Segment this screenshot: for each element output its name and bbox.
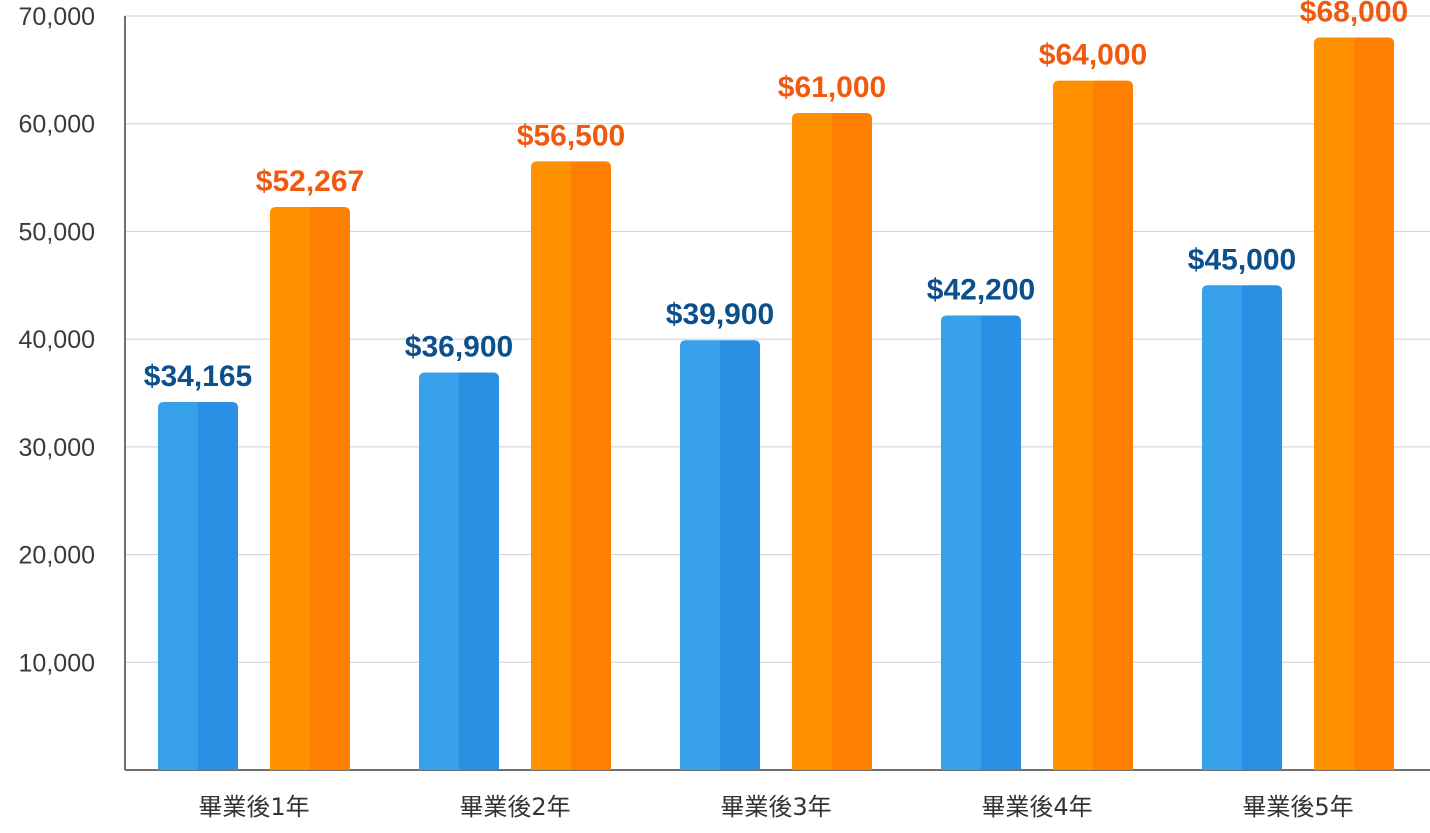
bar-left-half xyxy=(1314,37,1354,771)
y-tick-label: 60,000 xyxy=(19,111,95,139)
data-label: $52,267 xyxy=(256,165,364,198)
bar-right-half xyxy=(571,161,611,770)
bar-left-half xyxy=(531,161,571,770)
x-category-label: 畢業後2年 xyxy=(459,793,570,821)
bar xyxy=(941,315,1021,770)
bar-right-half xyxy=(720,340,760,770)
bar-left-half xyxy=(1202,285,1242,770)
bar xyxy=(158,401,238,770)
bar xyxy=(1202,285,1282,770)
bar-right-half xyxy=(459,372,499,770)
bar-left-half xyxy=(941,315,981,770)
data-label: $64,000 xyxy=(1039,39,1147,72)
x-category-label: 畢業後3年 xyxy=(720,793,831,821)
bar-right-half xyxy=(981,315,1021,770)
bar-left-half xyxy=(680,340,720,770)
bar-right-half xyxy=(310,207,350,770)
data-label: $36,900 xyxy=(405,331,513,364)
bar-right-half xyxy=(198,401,238,770)
y-tick-label: 50,000 xyxy=(19,218,95,246)
bar-left-half xyxy=(158,401,198,770)
bar-right-half xyxy=(832,112,872,770)
bar xyxy=(1314,37,1394,771)
bar-left-half xyxy=(1053,80,1093,771)
bar xyxy=(531,161,611,770)
bar-right-half xyxy=(1242,285,1282,770)
y-tick-label: 10,000 xyxy=(19,649,95,677)
x-category-label: 畢業後5年 xyxy=(1242,793,1353,821)
bar xyxy=(270,207,350,770)
bar-left-half xyxy=(792,112,832,770)
data-label: $45,000 xyxy=(1188,243,1296,276)
bar xyxy=(792,112,872,770)
bar-left-half xyxy=(270,207,310,770)
bar-left-half xyxy=(419,372,459,770)
bar-right-half xyxy=(1354,37,1394,771)
data-label: $34,165 xyxy=(144,360,252,393)
data-label: $42,200 xyxy=(927,273,1035,306)
data-label: $39,900 xyxy=(666,298,774,331)
y-tick-label: 70,000 xyxy=(19,3,95,31)
bar xyxy=(1053,80,1133,771)
bar xyxy=(680,340,760,770)
x-category-label: 畢業後4年 xyxy=(981,793,1092,821)
y-tick-label: 20,000 xyxy=(19,542,95,570)
x-category-label: 畢業後1年 xyxy=(198,793,309,821)
y-tick-label: 40,000 xyxy=(19,326,95,354)
bar xyxy=(419,372,499,770)
bars xyxy=(158,37,1394,771)
data-label: $61,000 xyxy=(778,71,886,104)
bar-right-half xyxy=(1093,80,1133,771)
data-label: $68,000 xyxy=(1300,0,1408,29)
data-label: $56,500 xyxy=(517,119,625,152)
labels: 10,000 20,000 30,000 40,000 50,000 60,000 70,0… xyxy=(19,0,1409,821)
y-tick-label: 30,000 xyxy=(19,434,95,462)
